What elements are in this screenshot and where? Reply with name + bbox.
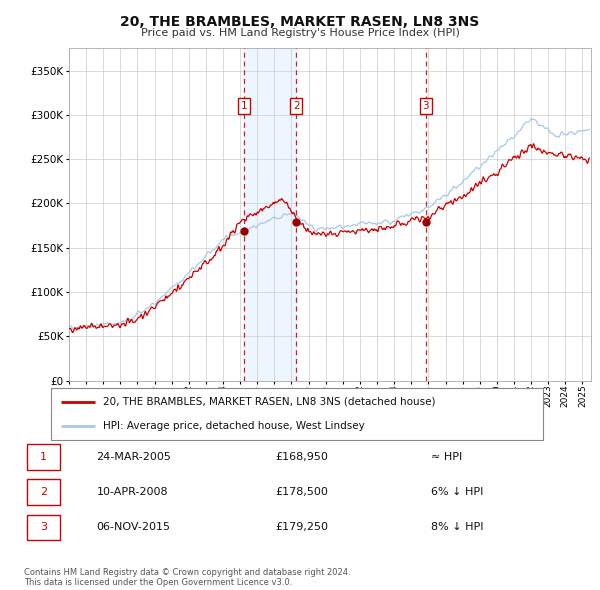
FancyBboxPatch shape (27, 514, 60, 540)
Text: This data is licensed under the Open Government Licence v3.0.: This data is licensed under the Open Gov… (24, 578, 292, 587)
FancyBboxPatch shape (51, 388, 543, 440)
Text: £178,500: £178,500 (275, 487, 328, 497)
Text: 1: 1 (241, 101, 247, 111)
Text: ≈ HPI: ≈ HPI (431, 452, 463, 461)
Text: 24-MAR-2005: 24-MAR-2005 (97, 452, 172, 461)
Text: 3: 3 (40, 523, 47, 532)
Text: 10-APR-2008: 10-APR-2008 (97, 487, 168, 497)
FancyBboxPatch shape (27, 479, 60, 505)
Text: 20, THE BRAMBLES, MARKET RASEN, LN8 3NS: 20, THE BRAMBLES, MARKET RASEN, LN8 3NS (121, 15, 479, 29)
Bar (244, 48, 296, 381)
Text: 2: 2 (293, 101, 299, 111)
Text: 8% ↓ HPI: 8% ↓ HPI (431, 523, 484, 532)
Text: Contains HM Land Registry data © Crown copyright and database right 2024.: Contains HM Land Registry data © Crown c… (24, 568, 350, 576)
Text: £168,950: £168,950 (275, 452, 328, 461)
Text: £179,250: £179,250 (275, 523, 328, 532)
Text: HPI: Average price, detached house, West Lindsey: HPI: Average price, detached house, West… (103, 421, 364, 431)
Text: 2: 2 (40, 487, 47, 497)
Text: Price paid vs. HM Land Registry's House Price Index (HPI): Price paid vs. HM Land Registry's House … (140, 28, 460, 38)
Text: 20, THE BRAMBLES, MARKET RASEN, LN8 3NS (detached house): 20, THE BRAMBLES, MARKET RASEN, LN8 3NS … (103, 396, 435, 407)
FancyBboxPatch shape (27, 444, 60, 470)
Text: 3: 3 (422, 101, 429, 111)
Text: 1: 1 (40, 452, 47, 461)
Text: 6% ↓ HPI: 6% ↓ HPI (431, 487, 484, 497)
Text: 06-NOV-2015: 06-NOV-2015 (97, 523, 170, 532)
